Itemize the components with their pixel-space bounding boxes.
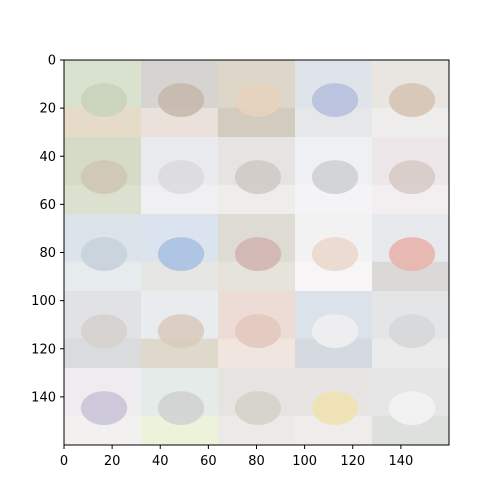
y-axis-ticks: 0 20 40 60 80 100 120 140 xyxy=(31,54,64,405)
image-tile-frog xyxy=(295,214,372,291)
x-axis-ticks: 0 20 40 60 80 100 120 140 xyxy=(60,445,413,469)
image-tile-truck xyxy=(141,137,218,214)
y-tick-label: 140 xyxy=(31,390,56,405)
image-tile-airplane xyxy=(64,368,141,445)
image-tile-dog xyxy=(141,60,218,137)
image-tile-dog xyxy=(218,291,295,368)
y-tick-label: 120 xyxy=(31,342,56,357)
image-tiles xyxy=(64,60,449,445)
image-tile-horse xyxy=(141,291,218,368)
y-tick-label: 60 xyxy=(39,198,56,213)
y-tick-label: 20 xyxy=(39,102,56,117)
image-tile-cat xyxy=(64,291,141,368)
image-tile-dog xyxy=(372,137,449,214)
y-tick-label: 0 xyxy=(48,54,56,69)
image-tile-airplane xyxy=(141,368,218,445)
x-tick-label: 140 xyxy=(388,454,413,469)
image-tile-ship xyxy=(64,214,141,291)
y-tick-label: 40 xyxy=(39,150,56,165)
image-tile-truck xyxy=(372,214,449,291)
x-tick-label: 20 xyxy=(104,454,121,469)
y-tick-label: 80 xyxy=(39,246,56,261)
image-tile-frog xyxy=(218,368,295,445)
image-tile-bird xyxy=(295,137,372,214)
image-tile-horse xyxy=(218,60,295,137)
image-tile-horse xyxy=(372,368,449,445)
image-tile-truck xyxy=(295,60,372,137)
image-tile-automobile xyxy=(372,291,449,368)
image-tile-automobile xyxy=(218,214,295,291)
y-tick-label: 100 xyxy=(31,294,56,309)
image-tile-deer xyxy=(64,137,141,214)
x-tick-label: 60 xyxy=(200,454,217,469)
image-tile-cat xyxy=(218,137,295,214)
image-tile-deer xyxy=(64,60,141,137)
image-tile-ship xyxy=(295,291,372,368)
x-tick-label: 80 xyxy=(248,454,265,469)
image-tile-horse xyxy=(372,60,449,137)
x-tick-label: 120 xyxy=(340,454,365,469)
image-tile-airplane xyxy=(295,368,372,445)
x-tick-label: 0 xyxy=(60,454,68,469)
x-tick-label: 100 xyxy=(292,454,317,469)
image-tile-automobile xyxy=(141,214,218,291)
x-tick-label: 40 xyxy=(152,454,169,469)
